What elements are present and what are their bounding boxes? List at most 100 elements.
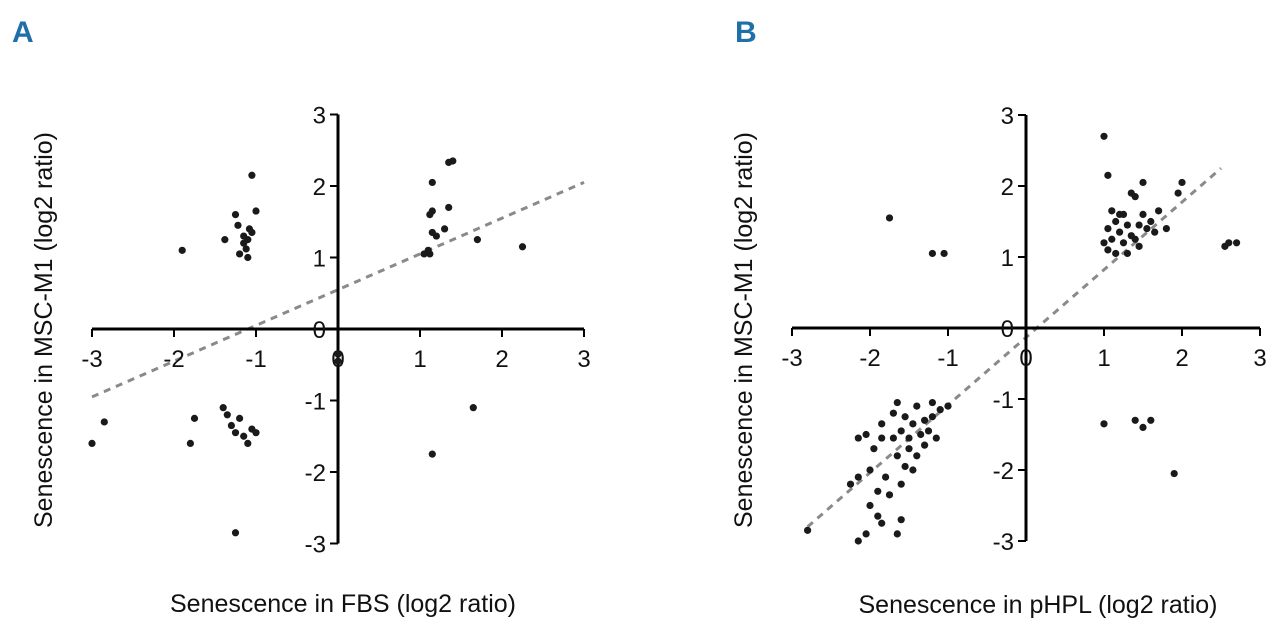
data-point	[1116, 210, 1124, 218]
data-point	[878, 519, 886, 527]
data-point	[1143, 225, 1151, 233]
data-point	[924, 427, 933, 435]
data-point	[245, 225, 254, 233]
data-point	[897, 427, 905, 435]
data-point	[878, 420, 886, 428]
data-point	[882, 473, 890, 481]
data-point	[862, 530, 870, 538]
data-point	[897, 480, 905, 488]
data-point	[219, 404, 227, 412]
data-point	[231, 429, 240, 437]
data-point	[1104, 171, 1112, 179]
data-point	[928, 249, 937, 258]
data-point	[236, 414, 244, 422]
data-point	[88, 439, 96, 447]
y-tick-label: -1	[305, 389, 326, 416]
data-point	[866, 466, 874, 474]
data-point	[885, 491, 894, 499]
x-tick-label: 2	[495, 346, 508, 373]
data-point	[234, 221, 242, 229]
data-point	[1131, 193, 1139, 201]
data-point	[1147, 217, 1155, 226]
data-point	[1112, 249, 1120, 258]
data-point	[878, 434, 886, 442]
data-point	[473, 236, 481, 244]
data-point	[1135, 221, 1143, 229]
x-tick-label: 1	[1097, 345, 1110, 372]
data-point	[236, 250, 244, 258]
data-point	[178, 246, 186, 254]
data-point	[854, 473, 862, 481]
data-point	[909, 420, 917, 428]
x-tick-label: -3	[781, 345, 802, 372]
data-point	[248, 171, 256, 179]
data-point	[221, 236, 229, 244]
data-point	[913, 452, 921, 460]
data-point	[1119, 239, 1128, 247]
data-point	[252, 207, 260, 215]
data-point	[1170, 469, 1178, 478]
data-point	[223, 411, 231, 419]
data-point	[441, 225, 449, 233]
y-tick-label: -3	[305, 532, 326, 559]
data-point	[804, 526, 812, 534]
y-axis-title: Senescence in MSC-M1 (log2 ratio)	[730, 132, 758, 528]
data-point	[866, 501, 874, 510]
data-point	[426, 250, 434, 258]
data-point	[1131, 235, 1139, 243]
data-point	[1155, 207, 1163, 215]
data-point	[893, 398, 901, 407]
data-point	[231, 529, 240, 537]
data-point	[1147, 416, 1155, 424]
data-point	[428, 228, 436, 237]
data-point	[227, 421, 235, 430]
data-point	[445, 203, 453, 212]
y-tick-label: 2	[1001, 174, 1014, 201]
data-point	[1108, 207, 1116, 215]
data-point	[1151, 228, 1159, 236]
data-point	[426, 211, 434, 219]
data-point	[1139, 423, 1147, 431]
data-point	[428, 178, 436, 187]
data-point	[334, 357, 342, 365]
data-point	[893, 530, 901, 538]
y-tick-label: -3	[993, 529, 1014, 556]
data-point	[928, 413, 937, 421]
x-tick-label: 0	[1019, 345, 1032, 372]
x-tick-label: -1	[937, 345, 958, 372]
data-point	[518, 243, 527, 251]
data-point	[928, 398, 937, 407]
y-tick-label: 3	[313, 103, 326, 130]
data-point	[1221, 242, 1229, 250]
data-point	[854, 537, 862, 545]
data-point	[874, 512, 882, 520]
data-point	[1100, 239, 1108, 247]
data-point	[893, 452, 901, 460]
data-point	[1123, 221, 1131, 229]
data-point	[252, 429, 260, 437]
data-point	[1104, 225, 1112, 233]
panel-label-b: B	[735, 16, 757, 49]
data-point	[334, 350, 342, 358]
data-point	[885, 214, 894, 222]
y-tick-label: 0	[313, 317, 326, 344]
y-tick-label: -2	[305, 460, 326, 487]
y-tick-label: -2	[993, 458, 1014, 485]
data-point	[1123, 249, 1131, 258]
data-point	[231, 211, 240, 219]
data-point	[428, 450, 436, 458]
data-point	[944, 402, 952, 410]
panel-label-a: A	[12, 16, 34, 49]
data-point	[1233, 239, 1241, 247]
data-point	[244, 253, 252, 262]
data-point	[921, 416, 929, 424]
data-point	[244, 439, 252, 447]
data-point	[240, 239, 248, 247]
x-tick-label: -2	[859, 345, 880, 372]
data-point	[905, 445, 913, 453]
x-tick-label: 2	[1175, 345, 1188, 372]
x-tick-label: 3	[1253, 345, 1266, 372]
data-point	[854, 434, 862, 442]
data-point	[932, 434, 940, 442]
